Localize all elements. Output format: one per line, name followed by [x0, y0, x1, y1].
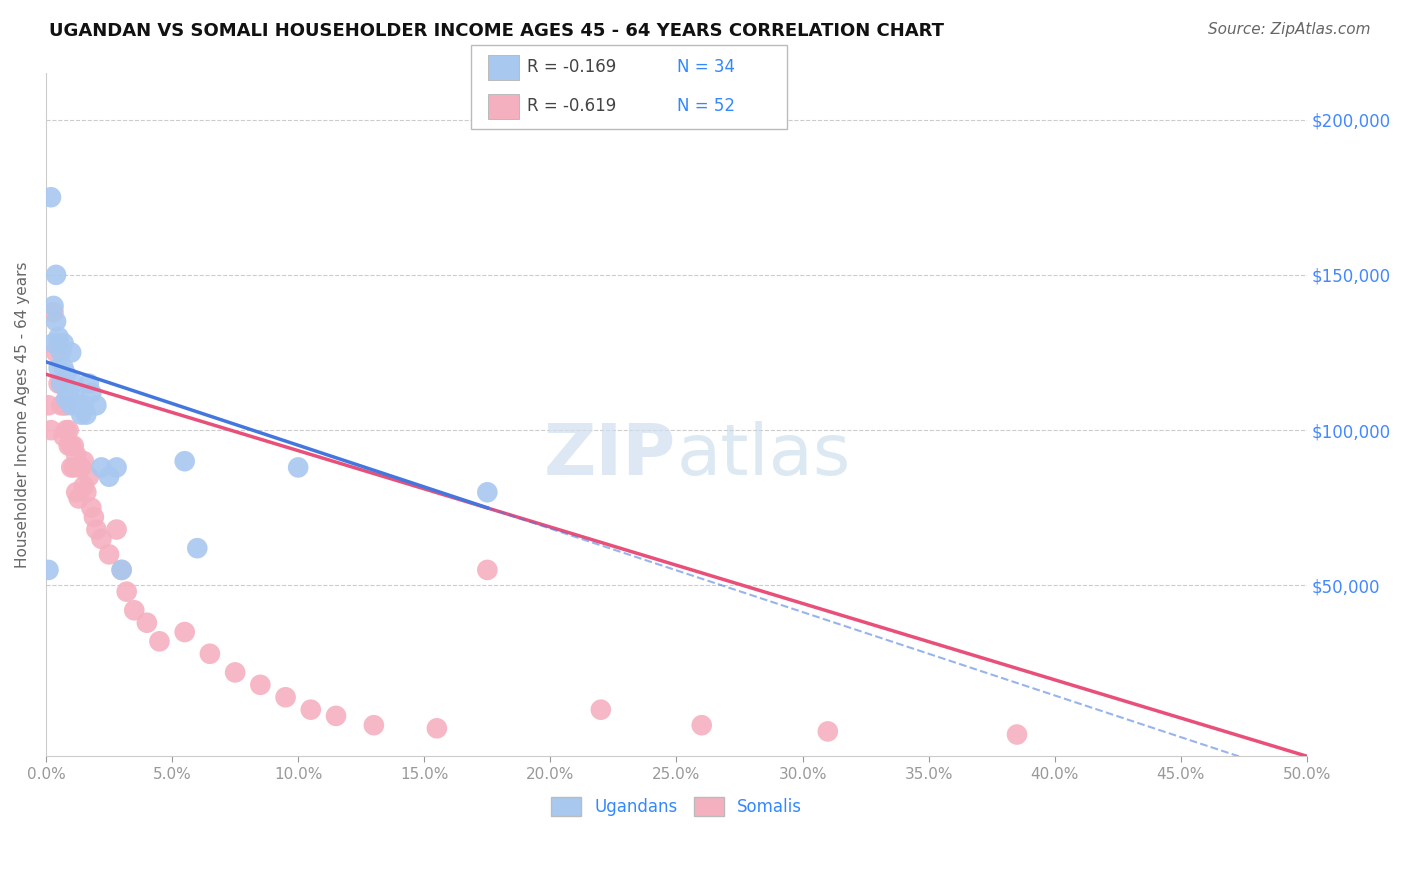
Point	[52, 361, 75, 376]
Point	[58, 423, 80, 437]
Point	[325, 709, 347, 723]
Point	[67, 491, 90, 506]
Point	[80, 385, 103, 400]
Point	[55, 423, 77, 437]
Point	[37, 398, 59, 412]
Point	[42, 336, 65, 351]
Point	[49, 376, 72, 391]
Point	[62, 439, 84, 453]
Point	[1005, 727, 1028, 741]
Text: N = 34: N = 34	[676, 59, 735, 77]
Point	[48, 336, 70, 351]
Point	[52, 336, 75, 351]
Point	[86, 398, 108, 412]
Legend: Ugandans, Somalis: Ugandans, Somalis	[544, 790, 808, 823]
Point	[83, 510, 105, 524]
Point	[249, 678, 271, 692]
Point	[111, 563, 134, 577]
Point	[58, 385, 80, 400]
Point	[589, 703, 612, 717]
Point	[80, 500, 103, 515]
Point	[98, 469, 121, 483]
Point	[39, 423, 62, 437]
Point	[55, 398, 77, 412]
Text: Source: ZipAtlas.com: Source: ZipAtlas.com	[1208, 22, 1371, 37]
Point	[45, 314, 67, 328]
Point	[65, 392, 87, 406]
Point	[67, 398, 90, 412]
Point	[60, 439, 83, 453]
Point	[105, 523, 128, 537]
Point	[70, 460, 93, 475]
Point	[73, 454, 96, 468]
Point	[62, 376, 84, 391]
Point	[198, 647, 221, 661]
Text: R = -0.619: R = -0.619	[527, 97, 616, 115]
Point	[60, 460, 83, 475]
Point	[363, 718, 385, 732]
Point	[77, 469, 100, 483]
Text: UGANDAN VS SOMALI HOUSEHOLDER INCOME AGES 45 - 64 YEARS CORRELATION CHART: UGANDAN VS SOMALI HOUSEHOLDER INCOME AGE…	[49, 22, 945, 40]
Point	[173, 625, 195, 640]
Point	[52, 398, 75, 412]
Point	[58, 439, 80, 453]
Point	[39, 190, 62, 204]
Point	[122, 603, 145, 617]
Point	[186, 541, 208, 556]
Point	[75, 408, 97, 422]
Point	[690, 718, 713, 732]
Point	[49, 398, 72, 412]
Point	[48, 361, 70, 376]
Point	[60, 398, 83, 412]
Point	[426, 721, 449, 735]
Point	[45, 345, 67, 359]
Point	[77, 376, 100, 391]
Point	[62, 460, 84, 475]
Point	[90, 460, 112, 475]
Point	[73, 479, 96, 493]
Point	[115, 584, 138, 599]
Point	[65, 448, 87, 462]
Point	[37, 563, 59, 577]
Point	[477, 563, 499, 577]
Point	[45, 268, 67, 282]
Point	[299, 703, 322, 717]
Point	[60, 345, 83, 359]
Point	[75, 485, 97, 500]
Point	[173, 454, 195, 468]
Point	[48, 330, 70, 344]
Point	[90, 532, 112, 546]
Point	[98, 548, 121, 562]
Point	[86, 523, 108, 537]
Point	[49, 376, 72, 391]
Point	[42, 305, 65, 319]
Text: N = 52: N = 52	[676, 97, 735, 115]
Point	[274, 690, 297, 705]
Point	[477, 485, 499, 500]
Point	[224, 665, 246, 680]
Point	[105, 460, 128, 475]
Point	[48, 376, 70, 391]
Point	[135, 615, 157, 630]
Point	[70, 408, 93, 422]
Point	[55, 392, 77, 406]
Point	[49, 345, 72, 359]
Point	[287, 460, 309, 475]
Text: ZIP: ZIP	[544, 421, 676, 490]
Point	[52, 429, 75, 443]
Y-axis label: Householder Income Ages 45 - 64 years: Householder Income Ages 45 - 64 years	[15, 261, 30, 568]
Point	[817, 724, 839, 739]
Text: R = -0.169: R = -0.169	[527, 59, 616, 77]
Point	[73, 398, 96, 412]
Text: atlas: atlas	[676, 421, 851, 490]
Point	[67, 460, 90, 475]
Point	[65, 485, 87, 500]
Point	[42, 299, 65, 313]
Point	[55, 368, 77, 382]
Point	[148, 634, 170, 648]
Point	[111, 563, 134, 577]
